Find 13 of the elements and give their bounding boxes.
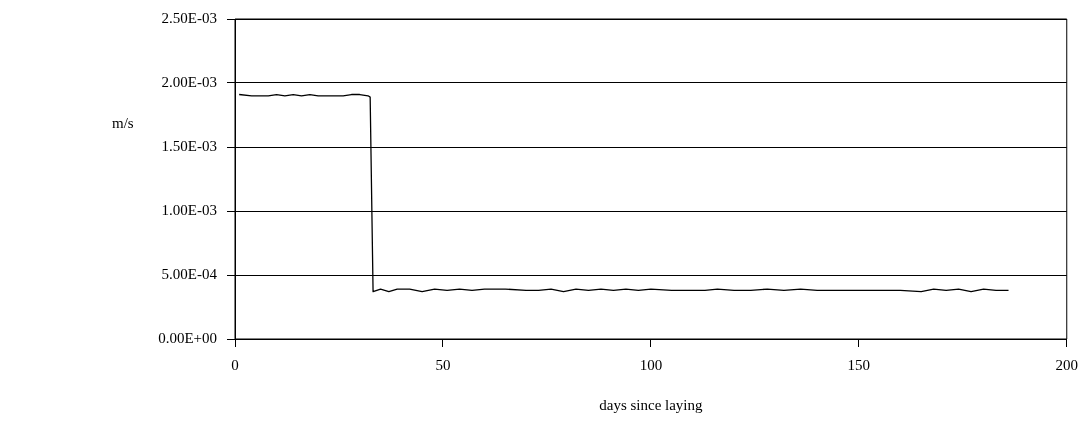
x-tick-label: 150	[847, 356, 871, 373]
x-tick-label: 0	[231, 356, 239, 373]
y-tick-label: 1.00E-03	[161, 201, 217, 218]
x-tick-label: 100	[639, 356, 663, 373]
x-tick-label: 50	[435, 356, 451, 373]
y-tick-label: 0.00E+00	[158, 329, 217, 346]
y-axis-title: m/s	[112, 115, 134, 132]
x-axis-title: days since laying	[599, 396, 704, 413]
y-tick-label: 2.00E-03	[161, 73, 217, 90]
y-tick-label: 2.50E-03	[161, 9, 217, 26]
y-tick-label: 1.50E-03	[161, 137, 217, 154]
y-tick-label: 5.00E-04	[161, 265, 218, 282]
x-tick-label: 200	[1055, 356, 1078, 373]
